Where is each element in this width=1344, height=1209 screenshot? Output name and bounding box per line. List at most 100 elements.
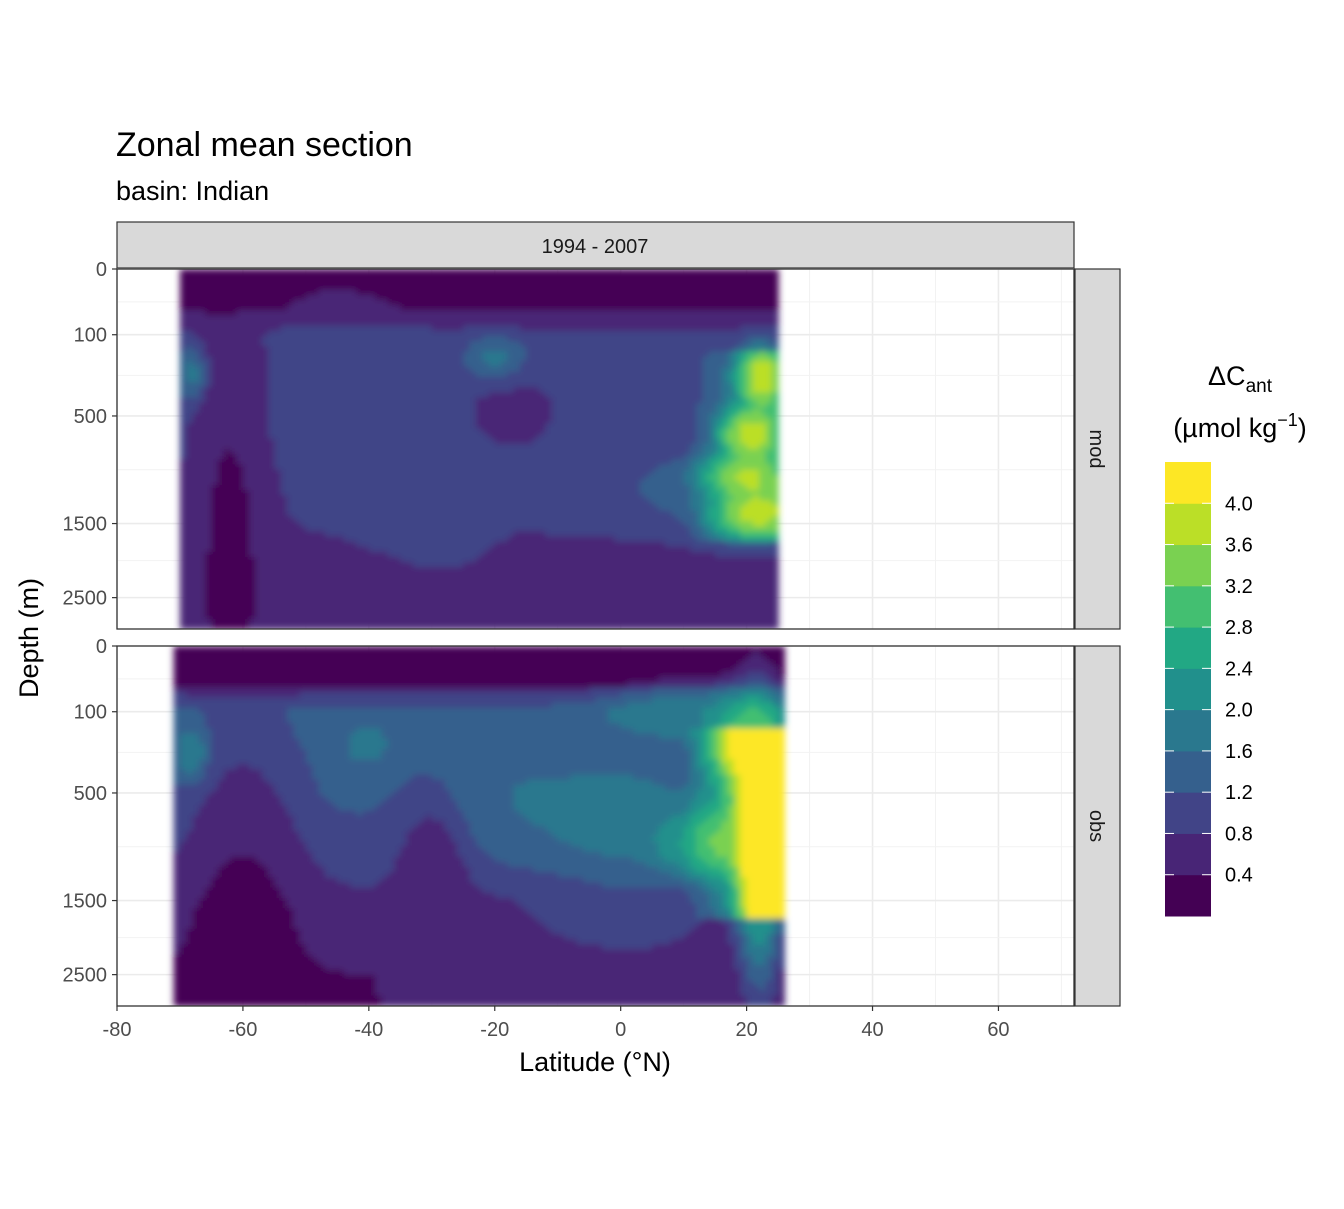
- field-cell-mod: [211, 479, 219, 486]
- field-cell-mod: [362, 299, 370, 306]
- field-cell-mod: [387, 546, 395, 553]
- field-cell-mod: [463, 603, 471, 610]
- field-cell-mod: [261, 454, 269, 460]
- field-cell-mod: [236, 557, 244, 563]
- field-cell-mod: [620, 397, 628, 404]
- field-cell-mod: [387, 413, 395, 419]
- field-cell-mod: [412, 454, 420, 460]
- field-cell-mod: [368, 485, 376, 491]
- field-cell-mod: [526, 567, 534, 574]
- field-cell-mod: [545, 572, 553, 579]
- field-cell-mod: [224, 392, 231, 399]
- field-cell-mod: [475, 346, 483, 352]
- field-cell-mod: [249, 325, 257, 332]
- field-cell-mod: [198, 284, 206, 291]
- field-cell-mod: [192, 562, 200, 568]
- field-cell-mod: [482, 582, 490, 589]
- field-cell-mod: [337, 526, 345, 532]
- field-cell-mod: [475, 449, 483, 455]
- field-cell-mod: [444, 510, 452, 517]
- field-cell-mod: [179, 521, 187, 527]
- field-cell-mod: [620, 310, 628, 316]
- field-cell-mod: [312, 310, 320, 316]
- field-cell-mod: [274, 418, 282, 424]
- field-cell-mod: [268, 479, 276, 486]
- field-cell-mod: [400, 289, 408, 296]
- field-cell-mod: [425, 500, 433, 507]
- field-cell-mod: [362, 454, 370, 460]
- field-cell-mod: [456, 269, 464, 275]
- field-cell-mod: [286, 315, 294, 322]
- field-cell-mod: [469, 613, 477, 620]
- field-cell-mod: [406, 469, 414, 476]
- field-cell-mod: [224, 407, 231, 414]
- field-cell-mod: [614, 557, 622, 563]
- field-cell-mod: [469, 413, 477, 419]
- field-cell-mod: [444, 423, 452, 430]
- field-cell-mod: [519, 341, 527, 347]
- field-cell-mod: [375, 310, 383, 316]
- field-cell-mod: [494, 382, 502, 388]
- field-cell-mod: [375, 289, 383, 296]
- field-cell-mod: [368, 274, 376, 280]
- field-cell-mod: [280, 562, 288, 568]
- field-cell-mod: [557, 438, 565, 445]
- field-cell-mod: [469, 269, 477, 275]
- field-cell-mod: [513, 377, 521, 383]
- field-cell-mod: [343, 536, 351, 543]
- field-cell-mod: [198, 536, 206, 543]
- field-cell-mod: [406, 500, 414, 507]
- field-cell-mod: [501, 449, 508, 455]
- field-cell-mod: [205, 587, 213, 594]
- field-cell-mod: [456, 495, 464, 502]
- field-cell-mod: [463, 341, 471, 347]
- field-cell-mod: [217, 485, 225, 491]
- field-cell-mod: [179, 598, 187, 604]
- field-cell-mod: [293, 433, 301, 440]
- field-cell-mod: [557, 418, 565, 424]
- field-cell-mod: [368, 294, 376, 301]
- field-cell-mod: [608, 567, 615, 574]
- field-cell-mod: [400, 515, 408, 522]
- field-cell-mod: [576, 526, 584, 532]
- field-cell-mod: [557, 587, 565, 594]
- field-cell-mod: [595, 526, 603, 532]
- field-cell-mod: [179, 351, 187, 358]
- field-cell-mod: [236, 335, 244, 342]
- field-cell-mod: [274, 299, 282, 306]
- field-cell-mod: [589, 623, 597, 629]
- field-cell-mod: [582, 346, 590, 352]
- field-cell-mod: [230, 485, 238, 491]
- field-cell-mod: [469, 392, 477, 399]
- field-cell-mod: [419, 469, 427, 476]
- field-cell-mod: [526, 536, 534, 543]
- field-cell-mod: [280, 495, 288, 502]
- field-cell-mod: [375, 623, 383, 629]
- field-cell-mod: [494, 274, 502, 280]
- field-cell-mod: [419, 330, 427, 337]
- field-cell-mod: [293, 341, 301, 347]
- field-cell-mod: [400, 551, 408, 558]
- field-cell-mod: [545, 279, 553, 286]
- field-cell-mod: [438, 577, 445, 584]
- field-cell-mod: [255, 423, 263, 430]
- field-cell-mod: [431, 294, 439, 301]
- field-cell-mod: [337, 469, 345, 476]
- field-cell-mod: [318, 505, 326, 512]
- field-cell-mod: [582, 397, 590, 404]
- field-cell-mod: [211, 562, 219, 568]
- field-cell-mod: [507, 526, 515, 532]
- field-cell-mod: [582, 305, 590, 311]
- field-cell-mod: [305, 505, 313, 512]
- field-cell-mod: [331, 438, 338, 445]
- field-cell-mod: [242, 294, 250, 301]
- field-cell-mod: [179, 433, 187, 440]
- field-cell-mod: [299, 515, 307, 522]
- field-cell-mod: [564, 361, 571, 368]
- field-cell-mod: [488, 351, 496, 358]
- field-cell-mod: [299, 402, 307, 409]
- field-cell-mod: [557, 428, 565, 435]
- field-cell-mod: [469, 433, 477, 440]
- field-cell-mod: [412, 397, 420, 404]
- field-cell-mod: [526, 598, 534, 604]
